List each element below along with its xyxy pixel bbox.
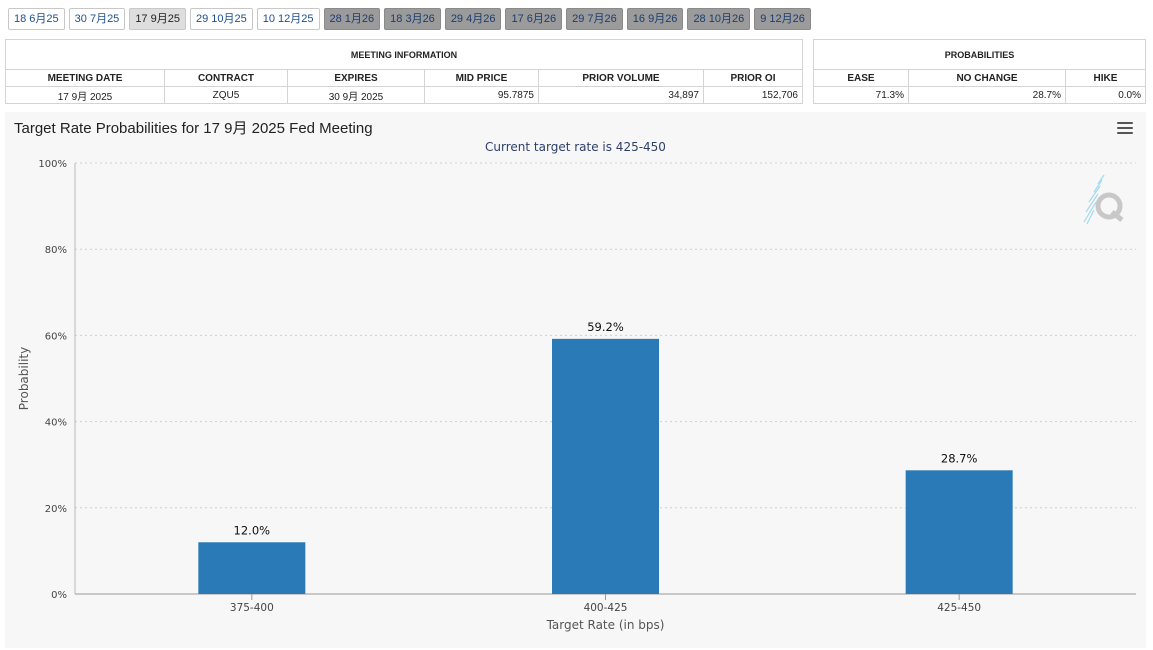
tab-meeting-date[interactable]: 16 9月26 — [626, 8, 684, 30]
header-prior-volume: PRIOR VOLUME — [538, 69, 704, 87]
no-change-value: 28.7% — [908, 86, 1066, 104]
mid-price-value: 95.7875 — [424, 86, 539, 104]
tab-meeting-date[interactable]: 18 6月25 — [8, 8, 65, 30]
bar — [905, 470, 1013, 594]
expires-value: 30 9月 2025 — [287, 86, 425, 104]
tab-meeting-date[interactable]: 17 6月26 — [505, 8, 563, 30]
tab-meeting-date[interactable]: 28 1月26 — [323, 8, 381, 30]
header-no-change: NO CHANGE — [908, 69, 1066, 87]
tab-meeting-date[interactable]: 9 12月26 — [754, 8, 811, 30]
header-hike: HIKE — [1065, 69, 1146, 87]
tab-meeting-date-active[interactable]: 17 9月25 — [129, 8, 186, 30]
quikstrike-logo-icon — [1080, 172, 1130, 232]
probabilities-table: PROBABILITIES EASE NO CHANGE HIKE 71.3% … — [813, 39, 1146, 104]
ease-value: 71.3% — [813, 86, 909, 104]
tab-meeting-date[interactable]: 18 3月26 — [384, 8, 441, 30]
meeting-date-value: 17 9月 2025 — [5, 86, 165, 104]
header-ease: EASE — [813, 69, 909, 87]
bar — [552, 338, 659, 594]
y-tick-label: 80% — [45, 245, 67, 256]
chart-panel: 0% 20% 40% 60% 80% 100% 12.0% 375-400 59.2% 400-4… — [5, 112, 1146, 648]
probabilities-title: PROBABILITIES — [813, 39, 1146, 70]
data-label: 12.0% — [234, 523, 271, 537]
header-prior-oi: PRIOR OI — [703, 69, 803, 87]
data-label: 28.7% — [941, 451, 978, 465]
header-expires: EXPIRES — [287, 69, 425, 87]
meeting-information-title: MEETING INFORMATION — [5, 39, 803, 70]
header-meeting-date: MEETING DATE — [5, 69, 165, 87]
data-label: 59.2% — [587, 320, 624, 334]
x-tick-label: 400-425 — [584, 602, 628, 614]
chart-title: Target Rate Probabilities for 17 9月 2025… — [14, 120, 373, 137]
chart-subtitle: Current target rate is 425-450 — [485, 140, 666, 154]
hamburger-menu-icon[interactable] — [1117, 122, 1133, 136]
tab-meeting-date[interactable]: 10 12月25 — [256, 8, 320, 30]
tab-meeting-date[interactable]: 28 10月26 — [687, 8, 751, 30]
contract-value: ZQU5 — [164, 86, 288, 104]
y-tick-label: 0% — [51, 590, 67, 601]
y-tick-label: 100% — [38, 159, 67, 170]
meeting-information-table: MEETING INFORMATION MEETING DATE CONTRAC… — [5, 39, 803, 104]
y-tick-label: 40% — [45, 418, 67, 429]
probability-bar-chart: 0% 20% 40% 60% 80% 100% 12.0% 375-400 59.2% 400-4… — [17, 159, 1136, 632]
bar — [198, 542, 306, 594]
x-tick-label: 425-450 — [937, 602, 981, 614]
tab-meeting-date[interactable]: 29 7月26 — [566, 8, 623, 30]
y-axis-title: Probability — [17, 347, 31, 410]
y-tick-label: 20% — [45, 504, 67, 515]
meeting-date-tabs: 18 6月25 30 7月25 17 9月25 29 10月25 10 12月2… — [8, 8, 811, 30]
tab-meeting-date[interactable]: 29 10月25 — [189, 8, 253, 30]
header-mid-price: MID PRICE — [424, 69, 539, 87]
hike-value: 0.0% — [1065, 86, 1146, 104]
y-tick-label: 60% — [45, 331, 67, 342]
x-tick-label: 375-400 — [230, 602, 274, 614]
prior-volume-value: 34,897 — [538, 86, 704, 104]
tab-meeting-date[interactable]: 29 4月26 — [444, 8, 502, 30]
prior-oi-value: 152,706 — [703, 86, 803, 104]
x-axis-title: Target Rate (in bps) — [546, 618, 665, 632]
header-contract: CONTRACT — [164, 69, 288, 87]
tab-meeting-date[interactable]: 30 7月25 — [68, 8, 126, 30]
